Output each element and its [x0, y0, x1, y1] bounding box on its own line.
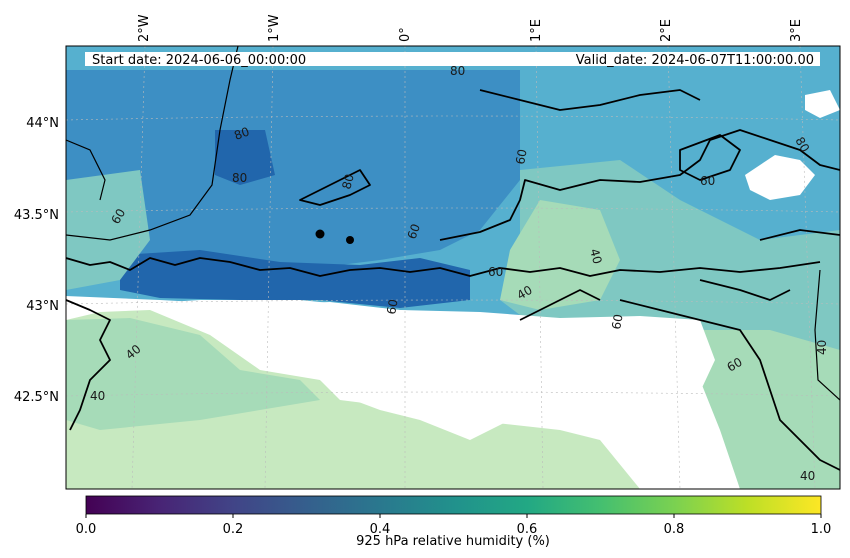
colorbar-tick-label: 0.8 [664, 522, 685, 537]
humidity-field-peak [120, 250, 470, 308]
humidity-field-dry-south [66, 318, 320, 430]
start-date-label: Start date: 2024-06-06_00:00:00 [92, 53, 306, 68]
coastline [66, 46, 840, 401]
longitude-label: 3°E [789, 19, 804, 42]
humidity-field-coastal [215, 130, 275, 185]
contour-label: 60 [405, 222, 423, 241]
longitude-label: 1°E [529, 19, 544, 42]
colorbar-tick-label: 1.0 [811, 522, 832, 537]
colorbar: 0.0 0.2 0.4 0.6 0.8 1.0 925 hPa relative… [76, 495, 832, 549]
contour-label: 80 [232, 124, 251, 142]
longitude-label: 1°W [267, 14, 282, 42]
contour-label: 80 [450, 64, 465, 78]
humidity-field-dry-southeast [700, 330, 840, 489]
latitude-label: 44°N [26, 116, 59, 131]
contour-label: 60 [725, 355, 745, 375]
latitude-label: 43°N [26, 299, 59, 314]
masked-region-northeast [745, 155, 815, 200]
colorbar-label: 925 hPa relative humidity (%) [356, 534, 550, 549]
contour-label: 60 [513, 148, 529, 165]
station-marker [346, 236, 354, 244]
contour-label: 60 [108, 206, 128, 226]
map-area: 80 80 80 80 60 60 60 60 60 60 40 40 40 4… [66, 46, 840, 489]
contour-label: 40 [815, 340, 829, 355]
colorbar-gradient [85, 495, 822, 515]
latitude-label: 43.5°N [14, 208, 59, 223]
graticule [66, 46, 840, 489]
contour-label: 80 [339, 172, 356, 190]
longitude-labels: 2°W 1°W 0° 1°E 2°E 3°E [137, 14, 804, 42]
contour-label: 40 [800, 469, 815, 483]
contour-label: 80 [232, 171, 247, 185]
latitude-label: 42.5°N [14, 390, 59, 405]
contour-label: 60 [700, 174, 715, 188]
longitude-label: 2°E [659, 19, 674, 42]
header-band [85, 52, 820, 66]
contour-label: 60 [384, 298, 400, 315]
contour-label: 80 [792, 135, 812, 155]
valid-date-label: Valid_date: 2024-06-07T11:00:00.00 [576, 53, 814, 68]
contour-label: 40 [515, 283, 535, 303]
masked-region-south [66, 296, 715, 440]
colorbar-ticks [85, 514, 822, 518]
rh-contours [66, 89, 840, 471]
latitude-labels: 44°N 43.5°N 43°N 42.5°N [14, 116, 59, 405]
contour-label: 60 [488, 265, 503, 279]
masked-region-northeast-small [805, 90, 840, 118]
station-marker [315, 229, 325, 239]
colorbar-tick-label: 0.0 [76, 522, 97, 537]
contour-label: 60 [609, 313, 625, 330]
map-frame [65, 45, 841, 490]
colorbar-tick-label: 0.6 [517, 522, 538, 537]
humidity-field-dry-east [500, 200, 620, 310]
humidity-field-very-high [66, 70, 520, 275]
longitude-label: 0° [398, 27, 413, 42]
humidity-field-moderate-west [66, 170, 150, 290]
colorbar-tick-label: 0.4 [370, 522, 391, 537]
contour-label: 40 [587, 247, 604, 265]
colorbar-tick-label: 0.2 [223, 522, 244, 537]
contour-label: 40 [90, 389, 105, 403]
longitude-label: 2°W [137, 14, 152, 42]
